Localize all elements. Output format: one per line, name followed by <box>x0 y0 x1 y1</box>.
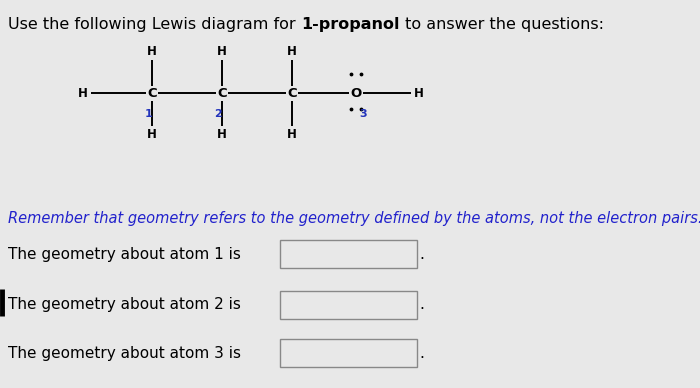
Text: O: O <box>350 87 361 100</box>
Text: The geometry about atom 3 is: The geometry about atom 3 is <box>8 346 241 360</box>
Text: 1-propanol: 1-propanol <box>301 17 400 33</box>
Text: H: H <box>287 45 297 58</box>
FancyBboxPatch shape <box>280 339 416 367</box>
FancyBboxPatch shape <box>280 240 416 268</box>
Text: C: C <box>287 87 297 100</box>
Text: .: . <box>419 297 424 312</box>
Text: 3: 3 <box>359 109 367 120</box>
Text: H: H <box>78 87 88 100</box>
Text: H: H <box>217 45 227 58</box>
Text: H: H <box>147 128 157 141</box>
Text: The geometry about atom 2 is: The geometry about atom 2 is <box>8 297 241 312</box>
Text: H: H <box>414 87 424 100</box>
Text: H: H <box>287 128 297 141</box>
Text: .: . <box>419 247 424 262</box>
Text: .: . <box>419 346 424 360</box>
Text: Use the following Lewis diagram for: Use the following Lewis diagram for <box>8 17 301 33</box>
Text: Remember that geometry refers to the geometry defined by the atoms, not the elec: Remember that geometry refers to the geo… <box>8 211 700 227</box>
Text: 1: 1 <box>144 109 153 120</box>
FancyBboxPatch shape <box>280 291 416 319</box>
Text: The geometry about atom 1 is: The geometry about atom 1 is <box>8 247 241 262</box>
Text: C: C <box>217 87 227 100</box>
Text: C: C <box>147 87 157 100</box>
Text: H: H <box>147 45 157 58</box>
Text: H: H <box>217 128 227 141</box>
Text: 2: 2 <box>215 109 223 120</box>
Text: to answer the questions:: to answer the questions: <box>400 17 603 33</box>
